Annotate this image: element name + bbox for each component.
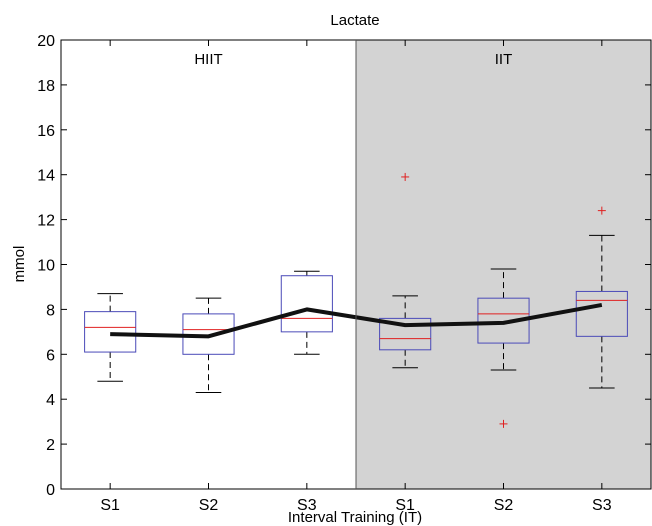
chart-title: Lactate	[330, 12, 379, 29]
y-tick-label: 16	[37, 123, 55, 140]
y-axis-label: mmol	[11, 246, 28, 283]
iqr-box	[280, 275, 333, 333]
box-1	[182, 297, 235, 393]
y-tick-label: 4	[46, 392, 55, 409]
y-tick-label: 14	[37, 168, 55, 185]
x-tick-label: S1	[395, 497, 415, 514]
box-2	[280, 270, 333, 355]
group-label-1: IIT	[495, 51, 513, 68]
iqr-box	[477, 297, 530, 344]
y-tick-label: 20	[37, 33, 55, 50]
iqr-box	[379, 317, 432, 351]
y-tick-label: 0	[46, 482, 55, 499]
iqr-box	[84, 311, 137, 353]
y-axis-ticks: 0 2 4 6 8 10 12 14 16 18 20	[37, 33, 651, 499]
x-tick-label: S1	[100, 497, 120, 514]
group-labels: HIIT IIT	[194, 51, 512, 68]
y-tick-label: 10	[37, 258, 55, 275]
group-label-0: HIIT	[194, 51, 222, 68]
x-tick-label: S2	[494, 497, 514, 514]
y-tick-label: 2	[46, 437, 55, 454]
x-axis-ticks: S1 S2 S3 S1 S2 S3	[100, 40, 612, 514]
box-0	[84, 293, 137, 382]
y-tick-label: 8	[46, 302, 55, 319]
iit-shaded-region	[356, 40, 651, 489]
y-tick-label: 18	[37, 78, 55, 95]
x-tick-label: S3	[297, 497, 317, 514]
y-tick-label: 6	[46, 347, 55, 364]
iqr-box	[575, 290, 628, 337]
y-tick-label: 12	[37, 213, 55, 230]
box-5	[575, 206, 628, 389]
x-axis-label: Interval Training (IT)	[288, 509, 422, 526]
box-3	[379, 172, 432, 369]
x-tick-label: S2	[199, 497, 219, 514]
box-4	[477, 268, 530, 428]
x-tick-label: S3	[592, 497, 612, 514]
